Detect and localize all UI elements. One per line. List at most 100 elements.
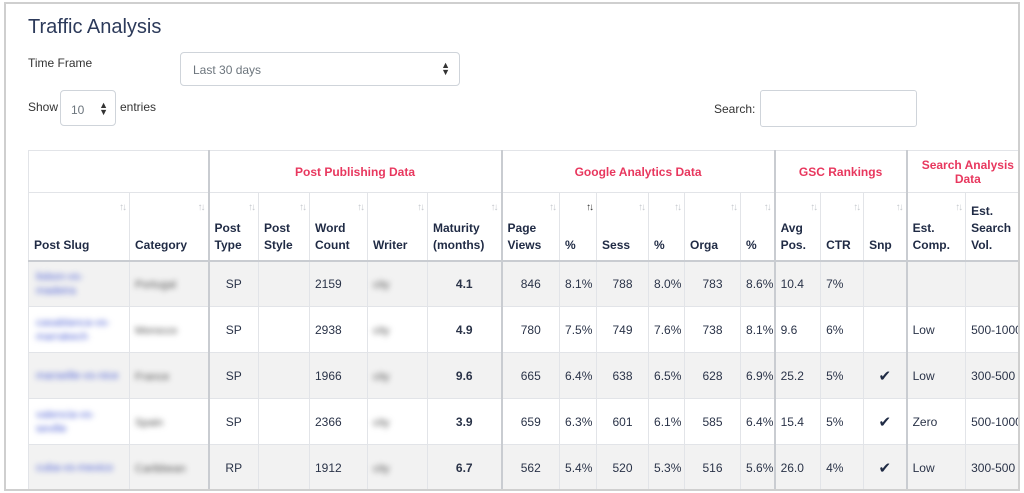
cell-ctr: 5% (820, 352, 865, 399)
table-row: cuba-vs-mexico Caribbean RP 1912 city 6.7 562 5… (28, 444, 1018, 489)
col-header-est-comp[interactable]: ↑↓ Est. Comp. (905, 192, 967, 262)
select-caret-icon: ▲ ▼ (99, 100, 108, 117)
cell-page-views: 665 (500, 352, 561, 399)
cell-snp: ✔ (863, 444, 908, 489)
col-header-post-type[interactable]: ↑↓ Post Type (207, 192, 259, 262)
col-label: Snp (869, 237, 892, 252)
check-icon: ✔ (878, 367, 892, 385)
cell-est-comp: Low (905, 306, 967, 353)
col-header-post-style[interactable]: ↑↓ Post Style (258, 192, 310, 262)
cell-ctr: 6% (820, 306, 865, 353)
col-header-sess[interactable]: ↑↓ Sess (596, 192, 650, 262)
cell-word-count: 2938 (309, 306, 368, 353)
col-header-snp[interactable]: ↑↓ Snp (863, 192, 908, 262)
col-header-ctr[interactable]: ↑↓ CTR (820, 192, 865, 262)
cell-est-search-vol: 500-1000 (965, 398, 1018, 445)
cell-writer-value: city (373, 324, 390, 337)
sort-arrows-icon: ↑↓ (299, 202, 307, 213)
cell-word-count: 2159 (309, 260, 368, 307)
time-frame-label: Time Frame (28, 56, 93, 70)
entries-label: entries (120, 100, 157, 114)
cell-post-slug: casablanca-vs-marrakech (28, 306, 130, 353)
sort-arrows-icon: ↑↓ (1018, 199, 1020, 216)
col-header-writer[interactable]: ↑↓ Writer (367, 192, 428, 262)
sort-arrows-icon: ↑↓ (357, 202, 365, 213)
col-label: Avg Pos. (780, 220, 806, 252)
cell-page-views-pct: 6.3% (559, 398, 598, 445)
column-group-row: Post Publishing Data Google Analytics Da… (28, 150, 1018, 193)
cell-page-views: 780 (500, 306, 561, 353)
col-header-category[interactable]: ↑↓ Category (129, 192, 209, 262)
col-label: % (746, 237, 757, 252)
entries-per-page-select[interactable]: 10 ▲ ▼ (60, 90, 116, 126)
cell-ctr: 7% (820, 260, 865, 307)
post-slug-link[interactable]: casablanca-vs-marrakech (36, 316, 110, 343)
col-label: CTR (826, 237, 851, 252)
cell-orga: 628 (684, 352, 742, 399)
sort-arrows-icon: ↑↓ (119, 202, 127, 213)
post-slug-link[interactable]: cuba-vs-mexico (36, 461, 114, 474)
cell-maturity: 3.9 (426, 398, 503, 445)
cell-writer: city (367, 306, 428, 353)
cell-est-search-vol: 500-1000 (965, 306, 1018, 353)
cell-page-views: 562 (500, 444, 561, 489)
col-header-est-search-vol[interactable]: ↑↓ Est. Search Vol. (965, 192, 1020, 262)
col-header-sess-pct[interactable]: ↑↓% (648, 192, 686, 262)
search-input[interactable] (760, 90, 917, 127)
cell-est-search-vol: 300-500 (965, 352, 1018, 399)
cell-post-type: SP (207, 260, 259, 307)
col-label: Orga (690, 237, 719, 252)
cell-post-style (258, 352, 310, 399)
sort-arrows-icon: ↑↓ (895, 202, 904, 213)
col-header-post-slug[interactable]: ↑↓ Post Slug (28, 192, 130, 262)
col-header-avg-pos[interactable]: ↑↓ Avg Pos. (773, 192, 822, 262)
cell-ctr: 5% (820, 398, 865, 445)
cell-writer-value: city (373, 370, 390, 383)
table-row: casablanca-vs-marrakech Morocco SP 2938 city… (28, 306, 1018, 353)
col-label: Post Style (264, 220, 293, 252)
col-header-orga-pct[interactable]: ↑↓% (740, 192, 776, 262)
time-frame-select[interactable]: Last 30 days ▲ ▼ (180, 52, 460, 86)
cell-category-value: Portugal (135, 278, 176, 291)
cell-orga-pct: 8.1% (740, 306, 776, 353)
cell-sess: 638 (596, 352, 650, 399)
cell-writer: city (367, 444, 428, 489)
cell-category: Spain (129, 398, 209, 445)
col-header-page-views-pct[interactable]: ↑↓% (559, 192, 598, 262)
cell-word-count: 2366 (309, 398, 368, 445)
col-label: Writer (373, 237, 408, 252)
sort-arrows-icon: ↑↓ (490, 202, 499, 213)
cell-page-views-pct: 5.4% (559, 444, 598, 489)
cell-post-style (258, 306, 310, 353)
search-label: Search: (714, 102, 756, 116)
cell-category-value: Spain (135, 416, 164, 429)
page-title: Traffic Analysis (28, 16, 162, 38)
cell-post-slug: marseille-vs-nice (28, 352, 130, 399)
cell-post-style (258, 444, 310, 489)
cell-orga-pct: 6.4% (740, 398, 776, 445)
post-slug-link[interactable]: marseille-vs-nice (36, 369, 119, 382)
col-label: Est. Search Vol. (971, 203, 1012, 252)
post-slug-link[interactable]: valencia-vs-seville (36, 408, 95, 435)
cell-avg-pos: 9.6 (773, 306, 822, 353)
col-label: Page Views (507, 220, 542, 252)
sort-arrows-icon: ↑↓ (549, 202, 557, 213)
traffic-analysis-panel: Traffic Analysis Time Frame Last 30 days… (4, 2, 1020, 491)
entries-per-page-value: 10 (71, 103, 85, 117)
cell-word-count: 1966 (309, 352, 368, 399)
cell-snp (863, 306, 908, 353)
col-header-word-count[interactable]: ↑↓ Word Count (309, 192, 368, 262)
cell-category-value: France (135, 370, 170, 383)
cell-avg-pos: 10.4 (773, 260, 822, 307)
cell-orga-pct: 5.6% (740, 444, 776, 489)
sort-arrows-icon: ↑↓ (955, 202, 963, 213)
col-header-orga[interactable]: ↑↓ Orga (684, 192, 742, 262)
cell-page-views-pct: 8.1% (559, 260, 598, 307)
col-header-page-views[interactable]: ↑↓ Page Views (500, 192, 561, 262)
cell-sess-pct: 6.5% (648, 352, 686, 399)
cell-post-slug: valencia-vs-seville (28, 398, 130, 445)
sort-arrows-icon: ↑↓ (853, 202, 861, 213)
post-slug-link[interactable]: lisbon-vs-madeira (36, 270, 84, 297)
cell-category: Morocco (129, 306, 209, 353)
col-header-maturity[interactable]: ↑↓ Maturity (months) (426, 192, 503, 262)
